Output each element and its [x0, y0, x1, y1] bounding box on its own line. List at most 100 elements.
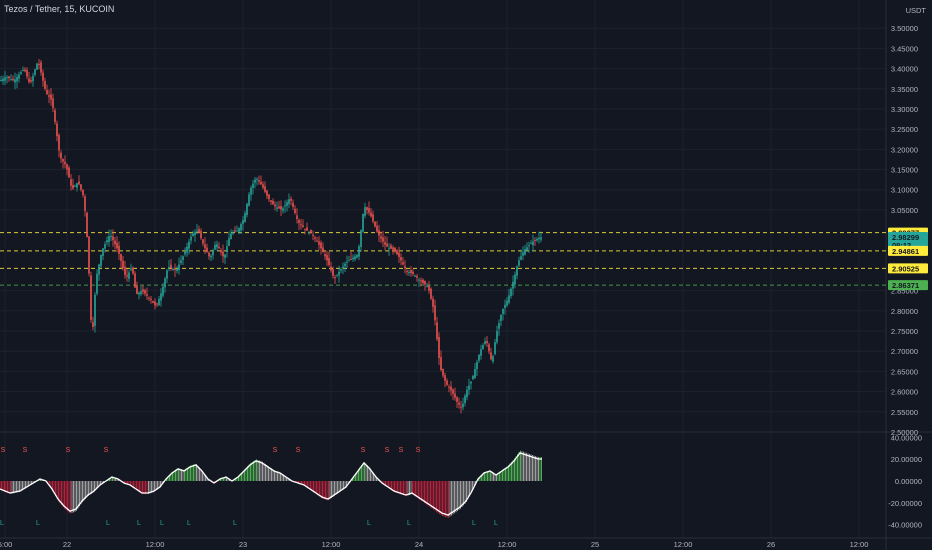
candle-body — [384, 242, 386, 245]
candle-body — [138, 292, 140, 295]
candle-body — [482, 345, 484, 350]
candle-body — [468, 385, 470, 390]
candle-body — [126, 275, 128, 277]
candle-body — [88, 236, 90, 274]
price-tag-label: 2.86371 — [892, 281, 919, 290]
candle-body — [300, 224, 302, 226]
candle-body — [428, 285, 430, 291]
candle-body — [460, 406, 462, 408]
candle-body — [284, 205, 286, 207]
candle-body — [180, 260, 182, 264]
candle-body — [480, 349, 482, 356]
candle-body — [150, 298, 152, 301]
candle-body — [354, 256, 356, 260]
candle-body — [234, 230, 236, 232]
candle-body — [208, 252, 210, 257]
candle-body — [402, 262, 404, 265]
candle-body — [142, 289, 144, 292]
buy-marker: L — [407, 520, 411, 527]
candle-body — [342, 266, 344, 269]
candle-body — [94, 294, 96, 326]
buy-marker: L — [472, 520, 476, 527]
candle-body — [446, 380, 448, 385]
candle-body — [102, 248, 104, 256]
candle-body — [182, 256, 184, 260]
candle-body — [344, 263, 346, 267]
candle-body — [248, 194, 250, 206]
time-axis-label: 25 — [591, 540, 599, 549]
candle-body — [172, 268, 174, 270]
candle-body — [52, 98, 54, 108]
price-axis-label: 3.15000 — [891, 166, 918, 175]
candle-body — [204, 244, 206, 249]
candle-body — [92, 322, 94, 328]
candle-body — [198, 229, 200, 233]
candle-body — [498, 322, 500, 329]
price-axis-label: 2.75000 — [891, 327, 918, 336]
candle-body — [84, 196, 86, 211]
candle-body — [38, 63, 40, 65]
candle-body — [338, 271, 340, 276]
candle-body — [270, 200, 272, 202]
time-axis-label: 5:00 — [0, 540, 12, 549]
candle-body — [194, 232, 196, 236]
candle-body — [448, 386, 450, 388]
candle-body — [118, 245, 120, 254]
candle-body — [226, 246, 228, 252]
candle-body — [414, 275, 416, 277]
candle-body — [158, 298, 160, 306]
candle-body — [260, 181, 262, 185]
candle-body — [74, 185, 76, 187]
candle-body — [394, 247, 396, 252]
candle-body — [78, 181, 80, 185]
price-axis-label: 3.05000 — [891, 206, 918, 215]
time-axis-label: 23 — [239, 540, 247, 549]
sell-marker: S — [361, 447, 366, 454]
candle-body — [76, 182, 78, 188]
price-axis-label: 3.35000 — [891, 85, 918, 94]
candle-body — [324, 254, 326, 257]
buy-marker: L — [0, 520, 4, 527]
candle-body — [328, 258, 330, 266]
buy-marker: L — [137, 520, 141, 527]
candle-body — [312, 234, 314, 236]
candle-body — [316, 240, 318, 242]
candle-body — [104, 244, 106, 249]
candle-body — [400, 257, 402, 261]
candle-body — [424, 280, 426, 285]
candle-body — [378, 230, 380, 236]
candle-body — [290, 198, 292, 201]
candle-body — [502, 308, 504, 315]
candle-body — [382, 237, 384, 242]
candle-body — [488, 344, 490, 352]
candle-body — [146, 294, 148, 296]
price-axis-label: 2.70000 — [891, 347, 918, 356]
candle-body — [244, 213, 246, 222]
candle-body — [450, 386, 452, 391]
candle-body — [8, 76, 10, 79]
candle-body — [218, 246, 220, 249]
price-axis-label: 3.30000 — [891, 105, 918, 114]
candle-body — [16, 77, 18, 82]
candle-body — [0, 80, 2, 82]
price-axis-label: 2.80000 — [891, 307, 918, 316]
candle-body — [262, 184, 264, 188]
candle-body — [350, 258, 352, 260]
candle-body — [90, 275, 92, 320]
sell-marker: S — [273, 447, 278, 454]
candle-body — [416, 276, 418, 278]
candle-body — [124, 266, 126, 276]
currency-label: USDT — [906, 6, 927, 15]
buy-marker: L — [187, 520, 191, 527]
candle-body — [24, 69, 26, 72]
candle-body — [520, 256, 522, 260]
candle-body — [128, 272, 130, 279]
candle-body — [486, 340, 488, 344]
candle-body — [246, 203, 248, 215]
buy-marker: L — [106, 520, 110, 527]
candle-body — [444, 375, 446, 381]
price-tag — [888, 231, 928, 250]
buy-marker: L — [160, 520, 164, 527]
